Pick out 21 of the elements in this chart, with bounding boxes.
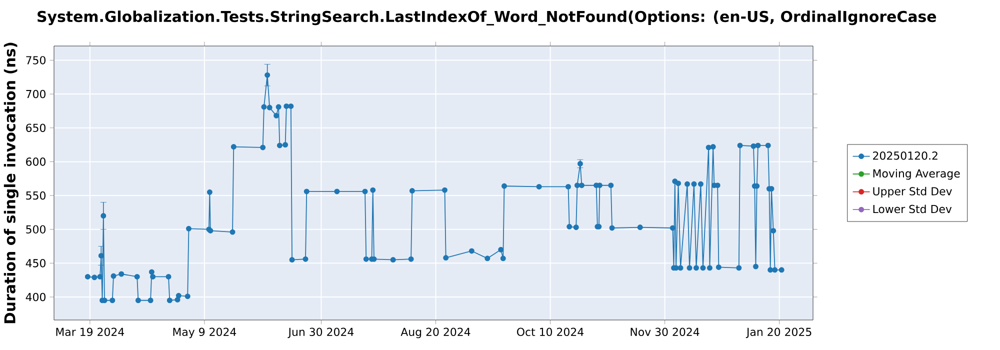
y-tick-label: 500 xyxy=(26,225,46,234)
x-tick-label: Aug 20 2024 xyxy=(400,328,470,338)
legend-label: 20250120.2 xyxy=(873,151,938,160)
chart-title: System.Globalization.Tests.StringSearch.LastIndexOf_Word_NotFound(Options: (en-US, OrdinalIgnoreCase xyxy=(38,10,936,26)
y-tick-label: 600 xyxy=(26,158,46,166)
x-tick-label: Mar 19 2024 xyxy=(56,328,124,336)
y-tick-label: 650 xyxy=(26,124,46,132)
y-tick-label: 700 xyxy=(26,90,46,98)
legend-label: Upper Std Dev xyxy=(873,186,952,198)
x-tick-label: Jan 20 2025 xyxy=(746,328,812,338)
x-tick-label: Nov 30 2024 xyxy=(630,328,700,336)
y-tick-label: 400 xyxy=(26,292,46,302)
x-tick-label: Jun 30 2024 xyxy=(288,328,354,338)
x-tick-label: May 9 2024 xyxy=(173,328,236,338)
legend-label: Moving Average xyxy=(873,169,960,180)
y-tick-label: 450 xyxy=(26,259,46,268)
x-tick-label: Oct 10 2024 xyxy=(517,328,584,336)
y-tick-label: 750 xyxy=(26,56,46,64)
legend-label: Lower Std Dev xyxy=(873,204,952,214)
y-axis-title: Duration of single invocation (ns) xyxy=(4,42,18,324)
y-tick-label: 550 xyxy=(26,191,46,200)
